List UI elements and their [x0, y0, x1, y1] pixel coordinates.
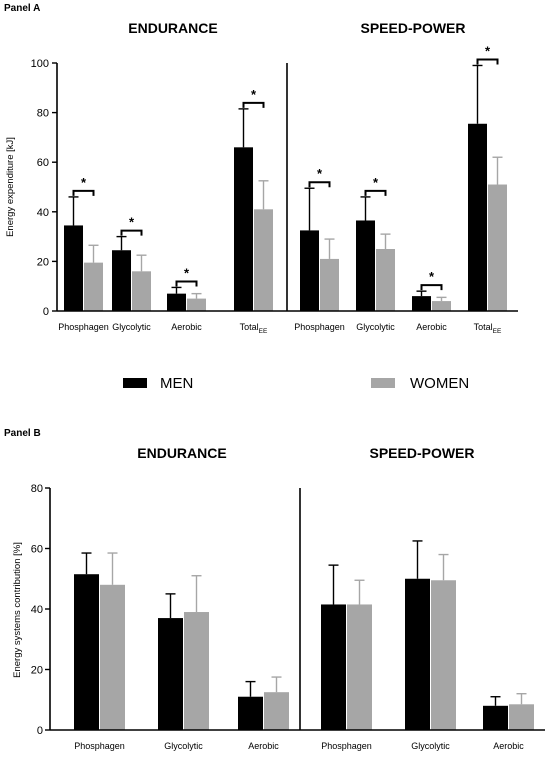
bar-men [405, 578, 430, 730]
significance-star: * [485, 43, 491, 58]
bar-men [468, 123, 487, 311]
bar-men [74, 574, 99, 730]
x-category-label: Glycolytic [356, 322, 395, 332]
panel-a-chart: Panel A ENDURANCE SPEED-POWER Energy exp… [4, 3, 518, 335]
significance-star: * [184, 265, 190, 280]
bar-women [432, 301, 451, 311]
x-category-label: Glycolytic [411, 741, 450, 751]
x-category-label: Aerobic [248, 741, 279, 751]
significance-star: * [317, 166, 323, 181]
panel-b-label: Panel B [4, 428, 41, 439]
significance-bracket [476, 58, 499, 65]
panel-b-y-axis-label: Energy systems contribution [%] [12, 542, 23, 678]
x-category-label: Aerobic [493, 741, 524, 751]
panel-a-endurance-title: ENDURANCE [128, 20, 217, 36]
y-tick-label: 0 [43, 306, 49, 318]
x-category-label: Phosphagen [294, 322, 345, 332]
significance-bracket [420, 284, 443, 291]
x-category-label: Phosphagen [74, 741, 125, 751]
y-tick-label: 60 [37, 157, 49, 169]
bar-women [488, 184, 507, 311]
x-category-label: TotalEE [474, 322, 502, 335]
legend-men-label: MEN [160, 375, 193, 392]
x-category-label: Glycolytic [164, 741, 203, 751]
bar-women [100, 584, 125, 730]
panel-a-y-axis-label: Energy expenditure [kJ] [5, 137, 16, 237]
significance-star: * [81, 175, 87, 190]
significance-star: * [429, 269, 435, 284]
bar-women [132, 271, 151, 311]
x-category-label: Phosphagen [58, 322, 109, 332]
y-tick-label: 20 [37, 256, 49, 268]
x-category-label: Aerobic [171, 322, 202, 332]
y-tick-label: 60 [31, 544, 43, 556]
bar-men [412, 296, 431, 311]
bar-women [254, 209, 273, 311]
y-tick-label: 80 [37, 108, 49, 120]
bar-women [376, 249, 395, 311]
legend-men-swatch [123, 378, 147, 388]
x-category-label: Glycolytic [112, 322, 151, 332]
y-tick-label: 20 [31, 665, 43, 677]
significance-star: * [129, 215, 135, 230]
significance-bracket [72, 189, 95, 196]
bar-women [431, 580, 456, 730]
bar-men [238, 696, 263, 730]
bar-men [158, 618, 183, 730]
x-category-label: Phosphagen [321, 741, 372, 751]
bar-men [112, 250, 131, 311]
significance-bracket [242, 101, 265, 108]
bar-women [347, 604, 372, 730]
y-tick-label: 40 [31, 604, 43, 616]
panel-a-label: Panel A [4, 3, 40, 14]
significance-star: * [251, 87, 257, 102]
significance-bracket [120, 229, 143, 236]
bar-women [509, 704, 534, 730]
y-tick-label: 100 [31, 58, 49, 70]
x-category-label: Aerobic [416, 322, 447, 332]
bar-men [300, 230, 319, 311]
bar-women [187, 298, 206, 311]
x-category-label: TotalEE [240, 322, 268, 335]
legend-women-label: WOMEN [410, 375, 469, 392]
significance-star: * [373, 175, 379, 190]
bar-men [234, 147, 253, 311]
bar-men [321, 604, 346, 730]
bar-women [84, 262, 103, 311]
bar-women [320, 258, 339, 311]
legend-women-swatch [371, 378, 395, 388]
panel-b-speed-power-title: SPEED-POWER [369, 445, 474, 461]
legend: MEN WOMEN [123, 375, 469, 392]
y-tick-label: 80 [31, 483, 43, 495]
bar-men [483, 705, 508, 730]
bar-women [184, 612, 209, 730]
bar-men [356, 220, 375, 311]
significance-bracket [308, 181, 331, 188]
bar-women [264, 692, 289, 730]
bar-men [167, 293, 186, 311]
panel-b-endurance-title: ENDURANCE [137, 445, 226, 461]
bar-men [64, 225, 83, 311]
y-tick-label: 40 [37, 207, 49, 219]
y-tick-label: 0 [37, 725, 43, 737]
significance-bracket [175, 280, 198, 287]
significance-bracket [364, 189, 387, 196]
panel-a-speed-power-title: SPEED-POWER [360, 20, 465, 36]
panel-b-chart: Panel B ENDURANCE SPEED-POWER Energy sys… [4, 428, 545, 751]
